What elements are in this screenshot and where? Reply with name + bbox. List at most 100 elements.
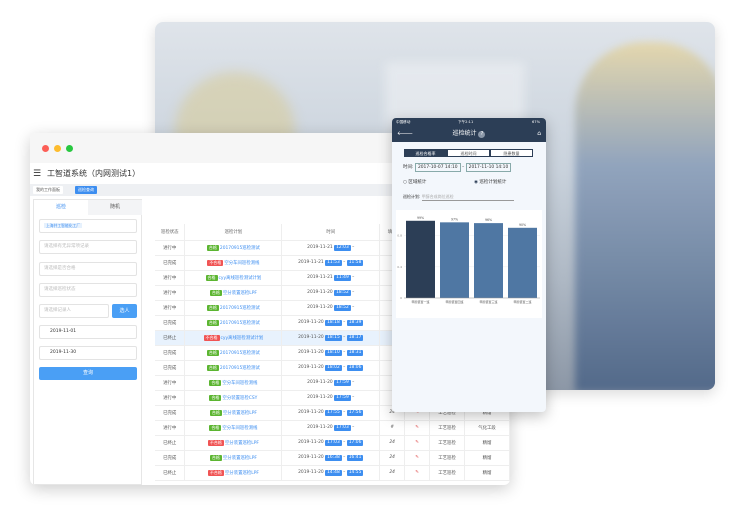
close-button[interactable] — [42, 145, 49, 152]
abnormal-select[interactable]: 请选择有无异常项记录 — [39, 240, 137, 254]
plan-link[interactable]: 20170915巡检测试 — [219, 365, 260, 371]
tab-random[interactable]: 随机 — [88, 200, 142, 215]
edit-icon[interactable]: ✎ — [415, 425, 419, 430]
edit-cell: ✎ — [404, 450, 431, 466]
x-tick-label: 甲醇装置四班 — [445, 299, 463, 304]
time-cell: 2019-11-20 17:03 – — [281, 420, 381, 436]
time-cell: 2019-11-20 16:38 – 16:41 — [281, 450, 381, 466]
time-cell: 2019-11-20 18:52 – — [281, 300, 381, 316]
plan-link[interactable]: 空分车间巡检测线 — [224, 260, 260, 266]
end-time: 18:39 — [346, 319, 364, 326]
time-cell: 2019-11-20 17:55 – 17:56 — [281, 405, 381, 421]
date: 2019-11-20 — [298, 409, 324, 415]
section-cell: 精馏 — [464, 435, 510, 451]
plan-link[interactable]: 20170915巡检测试 — [219, 305, 260, 311]
clock: 下午2:11 — [458, 120, 474, 124]
plan-cell: 合格 20170915巡检测试 — [184, 300, 283, 316]
status-cell: 已终止 — [155, 465, 186, 481]
start-time: 16:38 — [325, 454, 342, 461]
segment-hazards[interactable]: 隐患数量 — [490, 149, 533, 157]
plan-cell: 不合格 cyy离线巡检测试计划 — [184, 330, 283, 346]
status-cell: 进行中 — [155, 420, 186, 436]
plan-link[interactable]: 空分装置巡检LPF — [222, 455, 257, 461]
time-cell: 2019-11-21 11:49 – — [281, 270, 381, 286]
qualified-select[interactable]: 请选择是否合格 — [39, 262, 137, 276]
to-date[interactable]: 2017-11-10 14:10 — [465, 163, 512, 172]
plan-input[interactable]: 甲醇合成岗位巡检 — [421, 194, 514, 201]
end-time: 16:41 — [346, 454, 364, 461]
result-badge: 合格 — [209, 409, 222, 416]
plan-link[interactable]: cyy离线巡检测试计划 — [220, 335, 264, 341]
radio-area[interactable]: ○ — [403, 180, 407, 185]
pick-person-button[interactable]: 选人 — [112, 304, 137, 318]
edit-icon[interactable]: ✎ — [415, 455, 419, 460]
edit-icon[interactable]: ✎ — [415, 440, 419, 445]
minimize-button[interactable] — [54, 145, 61, 152]
table-row[interactable]: 进行中 合格 空分车间巡检测线 2019-11-20 17:03 – # ✎ 工艺… — [155, 420, 510, 436]
segment-time[interactable]: 巡检时间 — [447, 149, 490, 157]
y-tick-label: 0 — [400, 296, 402, 300]
radio-plan[interactable]: ◉ — [474, 180, 478, 185]
plan-link[interactable]: 空分装置巡检LPF — [224, 440, 259, 446]
plan-link[interactable]: 20170915巡检测试 — [219, 350, 260, 356]
plan-cell: 合格 20170915巡检测试 — [184, 345, 283, 361]
plan-link[interactable]: 空分车间巡检测线 — [222, 380, 258, 386]
edit-icon[interactable]: ✎ — [415, 410, 419, 415]
table-row[interactable]: 已终止 不合格 空分装置巡检LPF 2019-11-20 14:48 – 14:5… — [155, 465, 510, 481]
help-icon[interactable]: ? — [478, 131, 486, 138]
status-select[interactable]: 请选择巡检状态 — [39, 283, 137, 297]
plan-cell: 合格 空分装置巡检LPF — [184, 405, 283, 421]
fill-cell: 24 — [379, 465, 406, 481]
segment-pass-rate[interactable]: 巡检合格率 — [404, 149, 447, 157]
date: 2019-11-21 — [307, 274, 333, 280]
plan-link[interactable]: 空分装置巡检LPF — [224, 470, 259, 476]
type-cell: 工艺巡检 — [429, 435, 466, 451]
factory-select[interactable]: 上海井工智能化工厂 — [39, 219, 137, 233]
tab-inspection[interactable]: 巡检 — [55, 204, 66, 210]
start-date-input[interactable]: 2019-11-01 — [39, 325, 137, 339]
plan-link[interactable]: 20170915巡检测试 — [219, 245, 260, 251]
result-badge: 不合格 — [207, 259, 224, 266]
result-badge: 合格 — [209, 424, 222, 431]
tab-inspection-query[interactable]: 巡检查询 — [75, 186, 97, 194]
query-button[interactable]: 查询 — [39, 367, 137, 380]
back-arrow-icon[interactable]: 🡐 — [397, 130, 414, 137]
tab-workspace[interactable]: 我的工作面板 — [33, 186, 63, 194]
date: 2019-11-20 — [298, 334, 324, 340]
data-label: 97% — [451, 217, 458, 221]
status-cell: 已终止 — [155, 330, 186, 346]
plan-link[interactable]: 空分装置巡检LPF — [222, 290, 257, 296]
home-icon[interactable]: ⌂ — [537, 130, 541, 137]
status-cell: 已完成 — [155, 315, 186, 331]
plan-link[interactable]: cyy离线巡检测试计划 — [218, 275, 262, 281]
status-cell: 进行中 — [155, 240, 186, 256]
result-badge: 合格 — [209, 454, 222, 461]
table-row[interactable]: 已终止 不合格 空分装置巡检LPF 2019-11-20 17:03 – 17:0… — [155, 435, 510, 451]
result-badge: 合格 — [206, 319, 219, 326]
edit-icon[interactable]: ✎ — [415, 470, 419, 475]
column-header: 巡检状态 — [155, 224, 186, 241]
result-badge: 合格 — [206, 364, 219, 371]
time-cell: 2019-11-20 17:59 – — [281, 375, 381, 391]
time-label: 时间: — [403, 165, 414, 170]
recorder-input[interactable]: 请选择记录人 — [39, 304, 109, 318]
time-cell: 2019-11-20 18:18 – 18:39 — [281, 315, 381, 331]
result-badge: 合格 — [209, 379, 222, 386]
status-cell: 已完成 — [155, 360, 186, 376]
end-date-input[interactable]: 2019-11-30 — [39, 346, 137, 360]
from-date[interactable]: 2017-10-07 14:10 — [414, 163, 461, 172]
table-row[interactable]: 已完成 合格 空分装置巡检LPF 2019-11-20 16:38 – 16:41… — [155, 450, 510, 466]
time-cell: 2019-11-20 17:03 – 17:06 — [281, 435, 381, 451]
plan-link[interactable]: 空分车间巡检测线 — [222, 425, 258, 431]
status-cell: 进行中 — [155, 270, 186, 286]
maximize-button[interactable] — [66, 145, 73, 152]
date: 2019-11-20 — [307, 379, 333, 385]
plan-link[interactable]: 20170915巡检测试 — [219, 320, 260, 326]
plan-link[interactable]: 空分装置巡检CSY — [222, 395, 258, 401]
start-time: 11:53 — [325, 259, 342, 266]
start-time: 18:02 — [325, 364, 342, 371]
factory-tag: 上海井工智能化工厂 — [44, 223, 83, 228]
menu-icon[interactable]: ☰ — [33, 169, 42, 179]
plan-link[interactable]: 空分装置巡检LPF — [222, 410, 257, 416]
